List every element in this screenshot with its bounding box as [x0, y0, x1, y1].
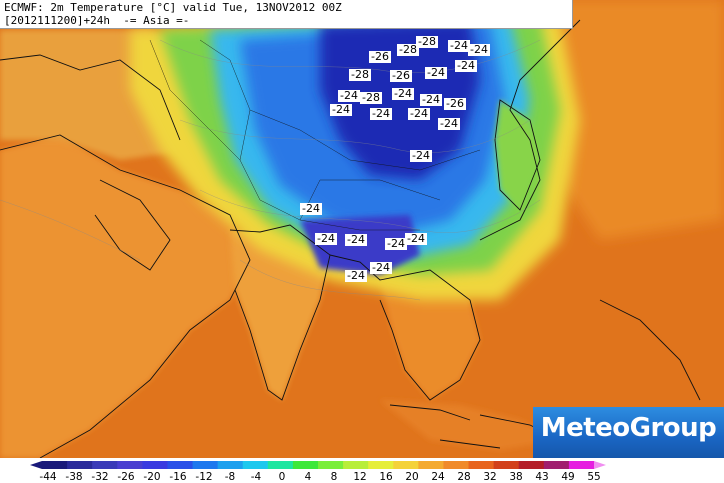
borders	[149, 39, 481, 231]
cold-core-siberia	[320, 20, 480, 180]
contour-label: -24	[370, 107, 392, 120]
run-info: [2012111200]+24h -= Asia =-	[4, 14, 190, 27]
legend-swatch	[292, 461, 319, 469]
legend-swatch	[443, 461, 470, 469]
legend-tick-label: -8	[224, 471, 236, 483]
legend-swatch	[343, 461, 369, 469]
contour-label: -26	[369, 50, 391, 63]
legend-swatch	[242, 461, 269, 469]
legend-tick-label: 0	[278, 471, 286, 483]
contour-label: -24	[405, 232, 427, 245]
contour-label: -24	[408, 107, 430, 120]
legend-tick-label: -20	[143, 471, 161, 483]
legend-tick-label: 38	[509, 471, 523, 483]
contour-label: -28	[416, 35, 438, 48]
legend-swatch	[318, 461, 344, 469]
legend-tick-label: -16	[169, 471, 187, 483]
legend-tick-label: -12	[195, 471, 213, 483]
contour-label: -26	[444, 97, 466, 110]
logo-text: MeteoGroup	[540, 413, 717, 443]
legend-swatch	[568, 461, 595, 469]
legend-swatch	[192, 461, 219, 469]
legend-swatch	[393, 461, 419, 469]
land-japan	[495, 100, 540, 210]
coastlines	[0, 19, 701, 458]
legend-tick-label: -32	[91, 471, 109, 483]
legend-swatch	[167, 461, 194, 469]
legend-tick-label: 4	[304, 471, 312, 483]
legend-tick-label: 43	[535, 471, 549, 483]
contour-label: -24	[315, 232, 337, 245]
contour-label: -24	[345, 269, 367, 282]
legend-tick-label: 49	[561, 471, 575, 483]
legend-tick-label: 8	[330, 471, 338, 483]
legend-tick-label: 28	[457, 471, 471, 483]
legend-swatch	[42, 461, 68, 469]
meteogroup-logo: MeteoGroup	[533, 407, 724, 458]
legend-tick-label: 55	[587, 471, 601, 483]
isolines	[0, 39, 541, 301]
land-indonesia	[380, 400, 560, 450]
contour-label: -28	[349, 68, 371, 81]
legend-swatch	[493, 461, 520, 469]
land-africa	[0, 135, 250, 458]
contour-label: -24	[385, 237, 407, 250]
legend-tick-label: 32	[483, 471, 497, 483]
legend-swatch	[142, 461, 168, 469]
legend-swatch	[468, 461, 495, 469]
pacific-band	[540, 0, 724, 240]
contour-label: -24	[392, 87, 414, 100]
legend-swatch	[368, 461, 394, 469]
map-title: ECMWF: 2m Temperature [°C] valid Tue, 13…	[4, 1, 342, 14]
legend-swatch	[518, 461, 545, 469]
legend-tick-label: 20	[405, 471, 419, 483]
contour-label: -28	[397, 43, 419, 56]
contour-label: -24	[338, 89, 360, 102]
contour-label: -26	[390, 69, 412, 82]
legend-arrow-low	[30, 461, 42, 469]
legend-swatch	[92, 461, 118, 469]
temperature-map[interactable]	[0, 0, 724, 458]
contour-label: -24	[438, 117, 460, 130]
contour-label: -24	[420, 93, 442, 106]
legend-tick-label: 24	[431, 471, 445, 483]
legend-swatch	[217, 461, 244, 469]
legend-tick-label: 12	[353, 471, 367, 483]
contour-label: -24	[410, 149, 432, 162]
legend-bar	[30, 461, 606, 469]
contour-label: -24	[455, 59, 477, 72]
contour-label: -24	[468, 43, 490, 56]
legend-tick-label: -38	[65, 471, 83, 483]
header-panel: ECMWF: 2m Temperature [°C] valid Tue, 13…	[0, 0, 573, 29]
contour-label: -24	[300, 202, 322, 215]
contour-label: -24	[330, 103, 352, 116]
legend-swatch	[543, 461, 570, 469]
legend-swatch	[67, 461, 93, 469]
contour-label: -24	[448, 39, 470, 52]
contour-label: -24	[425, 66, 447, 79]
contour-label: -24	[370, 261, 392, 274]
contour-label: -24	[345, 233, 367, 246]
land-se-asia	[380, 270, 480, 400]
contour-label: -28	[360, 91, 382, 104]
legend-tick-label: -44	[39, 471, 57, 483]
legend-arrow-high	[594, 461, 606, 469]
legend-swatch	[267, 461, 294, 469]
legend-colorbar: -44 -38 -32 -26 -20 -16 -12 -8 -4 0 4 8 12 16 20 24 28 32…	[0, 458, 724, 483]
legend-swatch	[418, 461, 444, 469]
legend-tick-label: -26	[117, 471, 135, 483]
legend-tick-label: -4	[250, 471, 262, 483]
legend-tick-label: 16	[379, 471, 393, 483]
legend-swatch	[117, 461, 143, 469]
